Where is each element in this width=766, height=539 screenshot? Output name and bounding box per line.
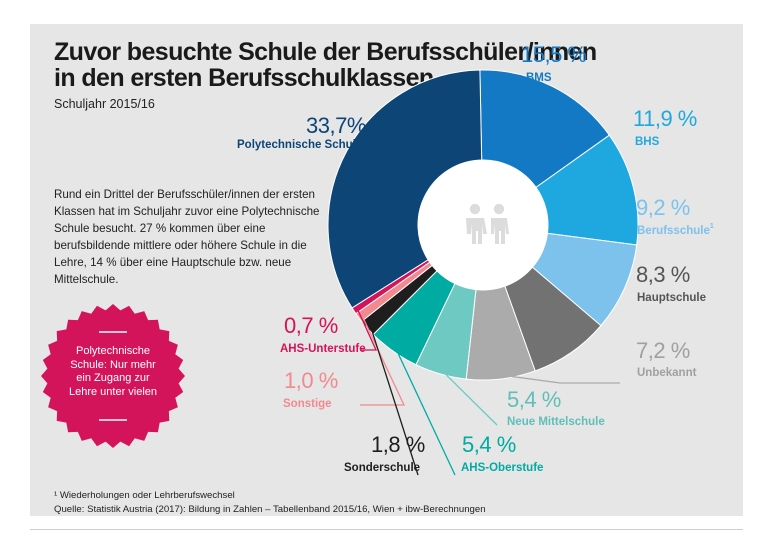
source-note: Quelle: Statistik Austria (2017): Bildun… <box>54 504 486 515</box>
slice-label-unbekannt: Unbekannt <box>637 367 697 379</box>
slice-label-sonstige: Sonstige <box>283 398 332 410</box>
slice-label-bhs: BHS <box>635 136 660 148</box>
slice-label-ahs-oberstufe: AHS-Oberstufe <box>461 462 544 474</box>
slice-label-bms: BMS <box>526 72 552 84</box>
chart-title-line-1: Zuvor besuchte Schule der Berufsschüler/… <box>54 38 597 66</box>
leader-ahs_unterstufe <box>356 308 378 351</box>
slice-value-polytechnische-schule: 33,7% <box>306 113 366 138</box>
slice-label-ahs-unterstufe: AHS-Unterstufe <box>280 343 366 355</box>
slice-value-hauptschule: 8,3 % <box>636 262 690 287</box>
chart-subtitle: Schuljahr 2015/16 <box>54 97 155 111</box>
two-people-icon <box>466 203 509 244</box>
callout-badge <box>41 304 185 448</box>
slice-value-neue-mittelschule: 5,4 % <box>507 387 561 412</box>
slice-label-polytechnische-schule: Polytechnische Schule <box>237 139 363 151</box>
leader-unbekannt <box>500 374 620 384</box>
footnote: ¹ Wiederholungen oder Lehrberufswechsel <box>54 490 235 501</box>
slice-value-ahs-oberstufe: 5,4 % <box>462 432 516 457</box>
slice-label-sonderschule: Sonderschule <box>344 462 421 474</box>
chart-title-line-2: in den ersten Berufsschulklassen <box>54 64 434 92</box>
callout-badge-shape <box>41 304 185 448</box>
slice-label-berufsschule: Berufsschule1 <box>637 223 714 237</box>
callout-text: Polytechnische Schule: Nur mehr ein Zuga… <box>68 345 158 398</box>
slice-value-sonderschule: 1,8 % <box>371 432 425 457</box>
bottom-divider <box>30 529 743 530</box>
slice-label-hauptschule: Hauptschule <box>637 292 707 304</box>
slice-value-berufsschule: 9,2 % <box>636 195 690 220</box>
slice-value-unbekannt: 7,2 % <box>636 338 690 363</box>
slice-value-ahs-unterstufe: 0,7 % <box>284 313 338 338</box>
description-text: Rund ein Drittel der Berufsschüler/innen… <box>54 188 320 286</box>
slice-label-neue-mittelschule: Neue Mittelschule <box>507 416 605 428</box>
leader-ahs_oberstufe <box>395 347 456 476</box>
leader-sonderschule <box>369 325 419 476</box>
slice-value-bhs: 11,9 % <box>633 106 697 131</box>
leader-neue_mittelschule <box>441 369 498 426</box>
slice-value-bms: 15,5 % <box>521 42 587 67</box>
slice-value-sonstige: 1,0 % <box>284 368 338 393</box>
